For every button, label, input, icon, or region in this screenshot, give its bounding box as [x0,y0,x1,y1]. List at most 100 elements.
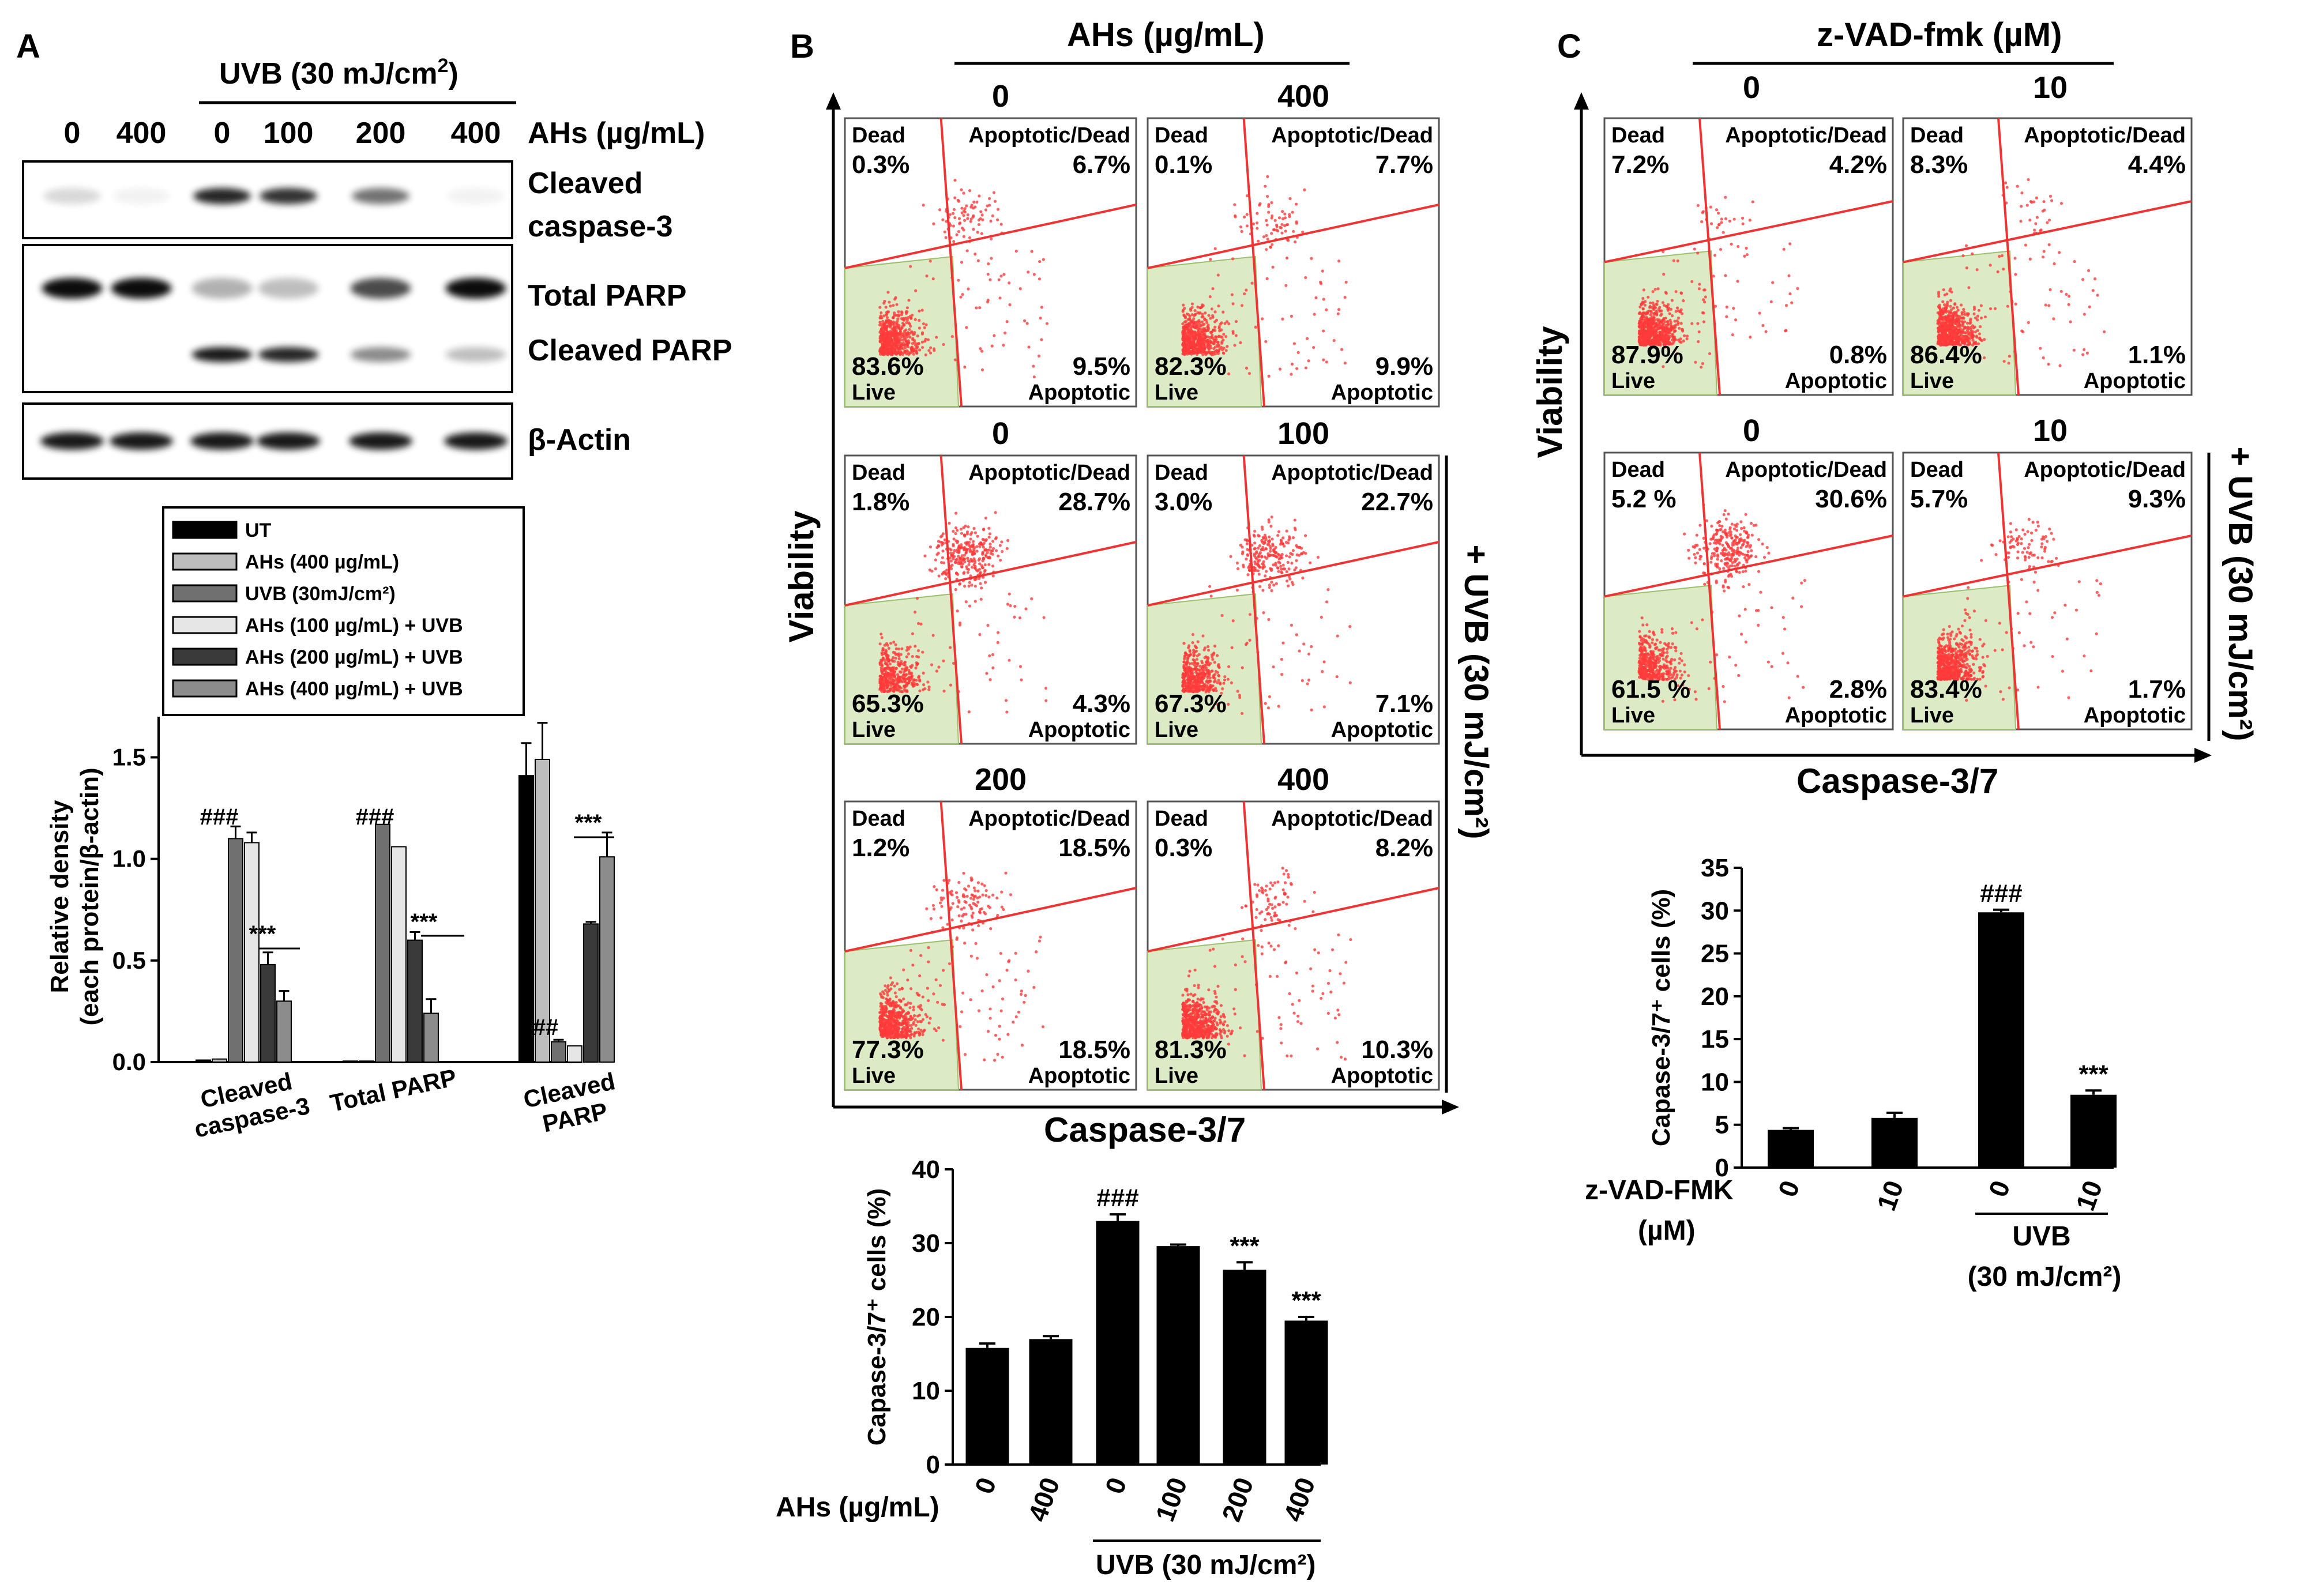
event-dot [965,567,969,571]
event-dot [1185,1013,1188,1017]
event-dot [975,904,979,908]
event-dot [1305,337,1309,340]
event-dot [1337,933,1340,937]
event-dot [893,991,897,995]
event-dot [906,1029,909,1033]
blot-band [110,432,173,450]
event-dot [1202,1001,1205,1004]
event-dot [1277,944,1280,947]
event-dot [892,668,895,672]
event-dot [1320,996,1323,1000]
event-dot [959,1025,962,1028]
event-dot [884,676,888,680]
blot-label-cleaved-parp: Cleaved PARP [528,334,732,367]
blot-band [111,278,172,299]
quadrant-name: Dead [1155,123,1208,148]
bar [583,923,599,1063]
blot-band [43,188,101,204]
event-dot [1219,1032,1222,1036]
event-dot [1208,679,1211,683]
quadrant-value: 9.9% [1375,352,1433,381]
event-dot [879,658,883,662]
event-dot [1254,916,1258,919]
event-dot [964,551,968,554]
event-dot [1271,537,1274,541]
event-dot [1716,226,1719,229]
event-dot [887,646,890,650]
event-dot [967,559,970,563]
event-dot [1741,216,1745,220]
event-dot [1647,295,1650,299]
event-dot [1193,659,1196,663]
event-dot [1277,554,1281,557]
event-dot [1304,366,1308,370]
significance-mark: ### [520,1015,559,1040]
event-dot [880,636,884,639]
event-dot [1205,339,1208,342]
event-dot [1219,682,1222,686]
event-dot [1709,205,1712,209]
event-dot [1210,307,1214,311]
event-dot [962,209,966,213]
event-dot [886,684,889,688]
event-dot [903,1019,906,1022]
event-dot [990,257,993,260]
event-dot [976,889,980,893]
event-dot [882,652,885,655]
event-dot [880,676,884,680]
event-dot [1240,229,1243,233]
event-dot [1258,202,1262,205]
event-dot [967,287,970,291]
blot-band [191,278,253,299]
event-dot [1266,912,1270,915]
event-dot [941,1038,945,1042]
event-dot [1696,322,1700,325]
event-dot [1287,567,1291,571]
event-dot [1208,295,1212,299]
event-dot [887,657,890,661]
event-dot [1226,1024,1230,1027]
event-dot [898,1017,901,1020]
event-dot [961,894,965,898]
event-dot [1751,200,1754,204]
event-dot [1181,335,1185,339]
event-dot [1651,290,1655,293]
event-dot [1196,662,1200,666]
event-dot [950,890,953,893]
event-dot [1301,230,1305,234]
event-dot [891,981,894,984]
event-dot [1325,308,1328,311]
event-dot [980,213,984,217]
bar [276,1000,292,1063]
event-dot [1736,280,1739,283]
event-dot [966,556,969,560]
event-dot [1192,340,1196,344]
event-dot [1245,366,1249,370]
event-dot [1670,299,1674,302]
event-dot [915,654,919,658]
event-dot [916,683,919,686]
event-dot [905,321,908,325]
event-dot [1256,883,1260,887]
event-dot [979,347,982,351]
event-dot [896,1032,900,1036]
event-dot [901,318,905,321]
event-dot [955,936,959,940]
event-dot [1251,222,1256,225]
event-dot [878,992,882,996]
event-dot [1025,322,1029,325]
event-dot [1273,914,1277,917]
event-dot [879,314,882,318]
event-dot [1231,257,1235,261]
event-dot [1042,258,1045,261]
event-dot [879,311,883,315]
event-dot [1020,989,1023,993]
event-dot [1183,331,1186,334]
event-dot [1272,549,1276,553]
event-dot [965,540,969,544]
event-dot [1236,567,1240,570]
event-dot [1291,1003,1294,1006]
event-dot [1182,327,1186,330]
event-dot [1216,984,1220,988]
event-dot [963,533,967,537]
